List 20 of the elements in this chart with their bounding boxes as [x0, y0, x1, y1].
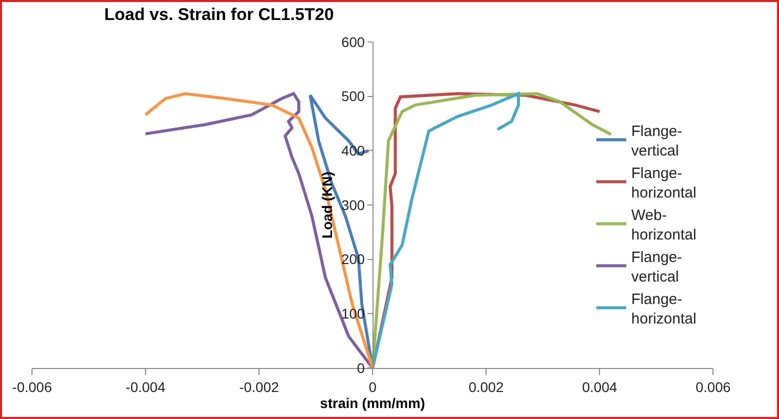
line-series: [371, 92, 520, 368]
legend-label: Web-horizontal: [631, 206, 696, 244]
x-tick-label: -0.004: [126, 378, 166, 395]
y-tick-label: 600: [341, 34, 365, 50]
legend-label: Flange-vertical: [631, 248, 682, 286]
y-axis-title: Load (KN): [319, 172, 336, 238]
y-tick-label: 300: [341, 196, 365, 213]
x-tick-label: -0.002: [239, 378, 280, 395]
x-tick-label: 0.004: [582, 378, 618, 395]
x-tick-label: 0: [368, 378, 377, 395]
y-tick-label: 0: [356, 360, 365, 376]
legend-label: Flange-horizontal: [631, 164, 696, 202]
x-tick-label: -0.006: [12, 378, 52, 395]
x-tick-label: 0.006: [696, 378, 731, 395]
legend-label: Flange-horizontal: [631, 290, 696, 328]
y-tick-label: 500: [341, 88, 365, 104]
chart-title: Load vs. Strain for CL1.5T20: [104, 5, 334, 24]
x-axis-title: strain (mm/mm): [320, 394, 426, 411]
legend-label: Flange-vertical: [631, 122, 682, 160]
x-tick-label: 0.002: [468, 378, 504, 395]
